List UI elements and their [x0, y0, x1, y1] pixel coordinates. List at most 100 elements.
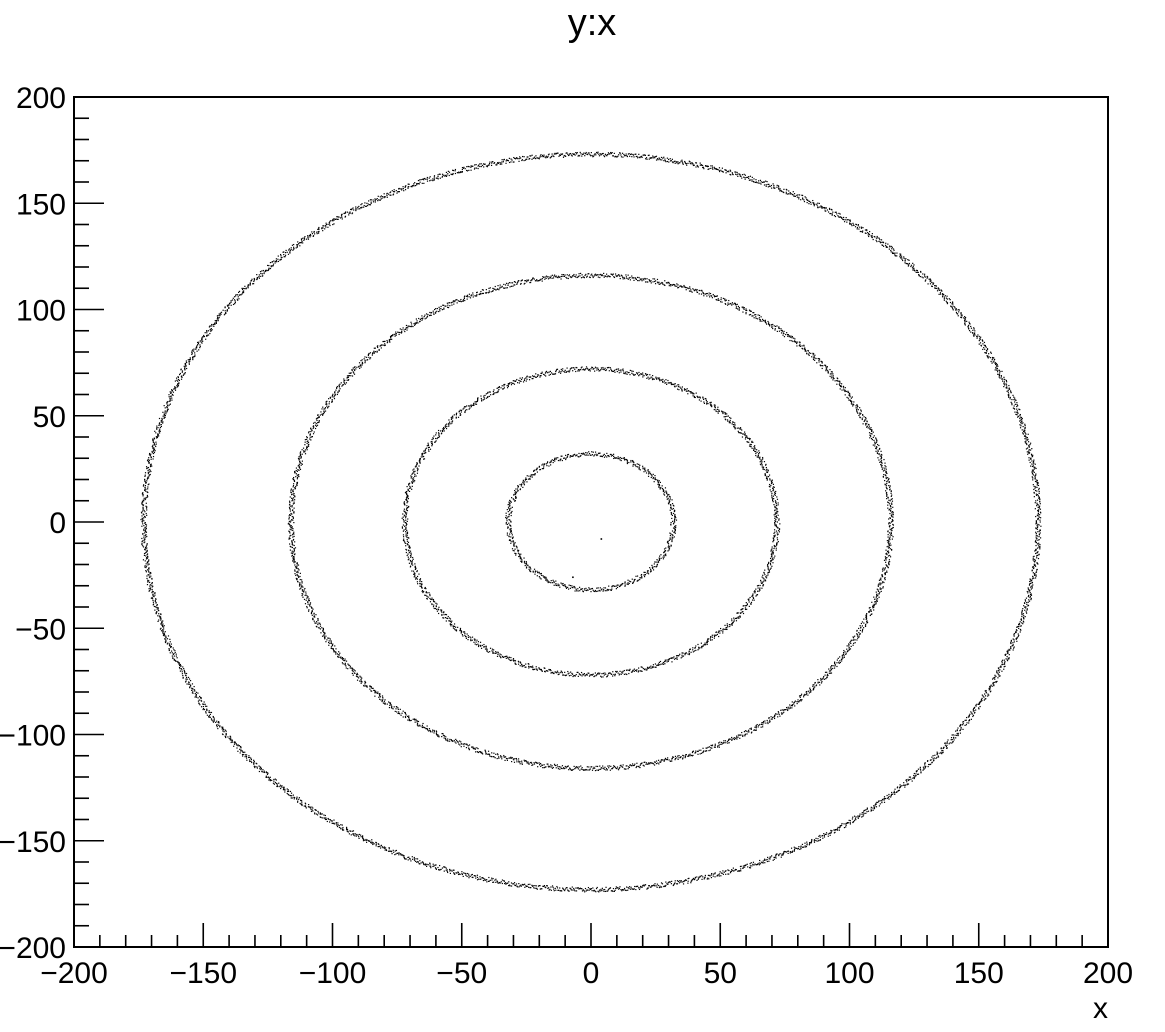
data-point — [360, 360, 362, 362]
data-point — [603, 276, 605, 278]
data-point — [594, 769, 597, 772]
data-point — [783, 330, 785, 332]
data-point — [785, 333, 787, 336]
data-point — [421, 319, 423, 321]
data-point — [707, 638, 709, 641]
data-point — [887, 545, 889, 547]
data-point — [352, 674, 354, 676]
data-point — [752, 597, 755, 600]
data-point — [306, 595, 308, 597]
data-point — [292, 503, 294, 505]
data-point — [462, 631, 465, 633]
data-point — [752, 594, 754, 596]
data-point — [422, 722, 424, 725]
data-point — [840, 386, 843, 388]
data-point — [722, 742, 725, 744]
data-point — [650, 569, 652, 572]
data-point — [413, 468, 415, 470]
data-point — [833, 662, 836, 664]
data-point — [651, 762, 654, 764]
data-point — [608, 767, 610, 769]
data-point — [892, 511, 894, 513]
data-point — [414, 563, 416, 565]
data-point — [553, 672, 555, 675]
data-point — [429, 593, 431, 595]
data-point — [752, 595, 754, 597]
data-point — [718, 409, 720, 411]
data-point — [884, 474, 886, 476]
data-point — [310, 439, 312, 441]
data-point — [783, 336, 786, 338]
data-point — [307, 596, 309, 598]
data-point — [731, 423, 733, 425]
data-point — [558, 371, 560, 374]
data-point — [514, 659, 516, 662]
data-point — [732, 622, 734, 624]
data-point — [664, 663, 666, 665]
data-point — [827, 369, 829, 371]
data-point — [613, 276, 616, 279]
data-point — [764, 473, 766, 475]
data-point — [680, 756, 682, 758]
data-point — [567, 673, 569, 675]
data-point — [692, 750, 694, 753]
data-point — [486, 753, 488, 755]
data-point — [769, 325, 771, 327]
data-point — [520, 557, 522, 559]
data-point — [1037, 515, 1039, 517]
data-point — [692, 395, 694, 397]
data-point — [519, 763, 521, 765]
data-point — [496, 655, 499, 657]
data-point — [423, 455, 425, 458]
data-point — [414, 578, 417, 580]
data-point — [472, 746, 474, 748]
data-point — [453, 623, 456, 625]
data-point — [395, 333, 397, 335]
data-point — [551, 671, 553, 674]
data-point — [863, 627, 865, 629]
data-point — [778, 528, 781, 530]
data-point — [759, 458, 761, 460]
data-point — [716, 633, 718, 636]
data-point — [776, 543, 778, 545]
data-point — [432, 598, 435, 601]
data-point — [637, 279, 639, 282]
data-point — [407, 327, 409, 329]
data-point — [599, 587, 601, 589]
data-point — [1025, 442, 1028, 444]
data-point — [517, 663, 520, 665]
data-point — [773, 544, 775, 547]
data-point — [622, 278, 624, 280]
data-point — [628, 277, 630, 279]
data-point — [408, 484, 410, 486]
data-point — [405, 517, 407, 519]
data-point — [888, 539, 890, 541]
data-point — [419, 458, 421, 460]
data-point — [652, 281, 654, 283]
data-point — [1036, 502, 1038, 504]
data-point — [889, 508, 891, 510]
data-point — [309, 434, 311, 436]
data-point — [628, 371, 630, 374]
data-point — [661, 485, 663, 487]
data-point — [575, 454, 577, 456]
data-point — [295, 567, 297, 569]
data-point — [647, 475, 650, 477]
data-point — [524, 280, 526, 282]
data-point — [597, 769, 600, 771]
data-point — [774, 555, 776, 557]
data-point — [544, 667, 546, 669]
data-point — [808, 692, 810, 694]
data-point — [657, 664, 659, 666]
data-point — [423, 315, 425, 318]
data-point — [554, 671, 556, 673]
data-point — [501, 286, 503, 288]
data-point — [726, 415, 728, 417]
data-point — [296, 566, 298, 568]
data-point — [854, 635, 856, 637]
data-point — [438, 736, 440, 738]
data-point — [839, 381, 841, 383]
data-point — [332, 648, 334, 651]
data-point — [293, 550, 295, 553]
data-point — [343, 659, 345, 662]
